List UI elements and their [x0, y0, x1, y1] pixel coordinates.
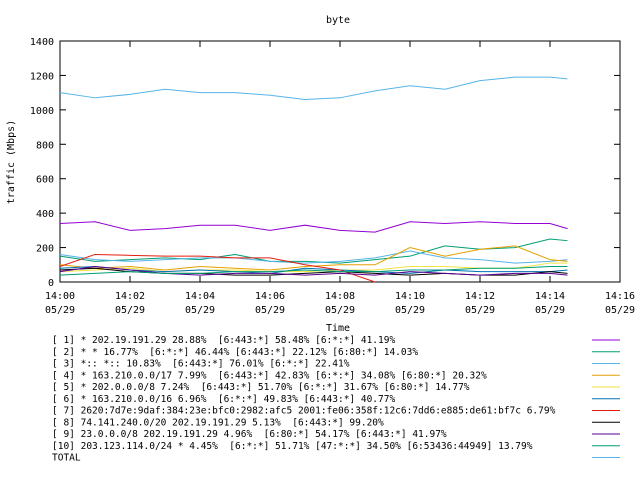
legend-label: [ 7] 2620:7d7e:9daf:384:23e:bfc0:2982:af…: [52, 406, 556, 417]
y-tick-label: 800: [36, 140, 54, 151]
series-line: [59, 238, 568, 264]
x-tick-label: 14:04 05/29: [185, 291, 215, 316]
legend-label: [ 3] *:: *:: 10.83% [6:443:*] 76.01% [6:…: [52, 359, 350, 370]
x-tick-label: 14:12 05/29: [465, 291, 495, 316]
series-line: [59, 76, 568, 101]
series-line: [59, 253, 376, 283]
legend-label: [10] 203.123.114.0/24 * 4.45% [6:*:*] 51…: [52, 441, 533, 452]
series-line: [59, 245, 568, 271]
y-axis-label: traffic (Mbps): [6, 120, 17, 204]
legend-label: [ 6] * 163.210.0.0/16 6.96% [6:*:*] 49.8…: [52, 394, 395, 405]
y-tick-label: 1200: [30, 71, 54, 82]
x-tick-label: 14:00 05/29: [45, 291, 75, 316]
series-line: [59, 221, 568, 233]
series-line: [59, 250, 568, 264]
series-line: [59, 266, 568, 276]
y-tick-label: 600: [36, 175, 54, 186]
legend-label: [ 1] * 202.19.191.29 28.88% [6:443:*] 58…: [52, 335, 395, 346]
legend-label: TOTAL: [52, 453, 81, 464]
y-tick-label: 400: [36, 209, 54, 220]
x-tick-label: 14:16 05/29: [605, 291, 635, 316]
x-tick-label: 14:02 05/29: [115, 291, 145, 316]
series-line: [59, 266, 568, 276]
legend-label: [ 2] * * 16.77% [6:*:*] 46.44% [6:443:*]…: [52, 347, 418, 358]
x-tick-label: 14:14 05/29: [535, 291, 565, 316]
x-axis-label: Time: [326, 323, 350, 334]
legend-label: [ 4] * 163.210.0.0/17 7.99% [6:443:*] 42…: [52, 370, 487, 381]
x-tick-label: 14:08 05/29: [325, 291, 355, 316]
x-tick-label: 14:10 05/29: [395, 291, 425, 316]
legend-label: [ 9] 23.0.0.0/8 202.19.191.29 4.96% [6:8…: [52, 429, 447, 440]
legend-label: [ 5] * 202.0.0.0/8 7.24% [6:443:*] 51.70…: [52, 382, 470, 393]
chart-title: byte: [326, 15, 350, 26]
y-tick-label: 0: [48, 278, 54, 289]
x-tick-label: 14:06 05/29: [255, 291, 285, 316]
series-line: [59, 266, 568, 274]
legend-label: [ 8] 74.141.240.0/20 202.19.191.29 5.13%…: [52, 417, 384, 428]
y-tick-label: 1400: [30, 37, 54, 48]
y-tick-label: 200: [36, 244, 54, 255]
y-tick-label: 1000: [30, 106, 54, 117]
